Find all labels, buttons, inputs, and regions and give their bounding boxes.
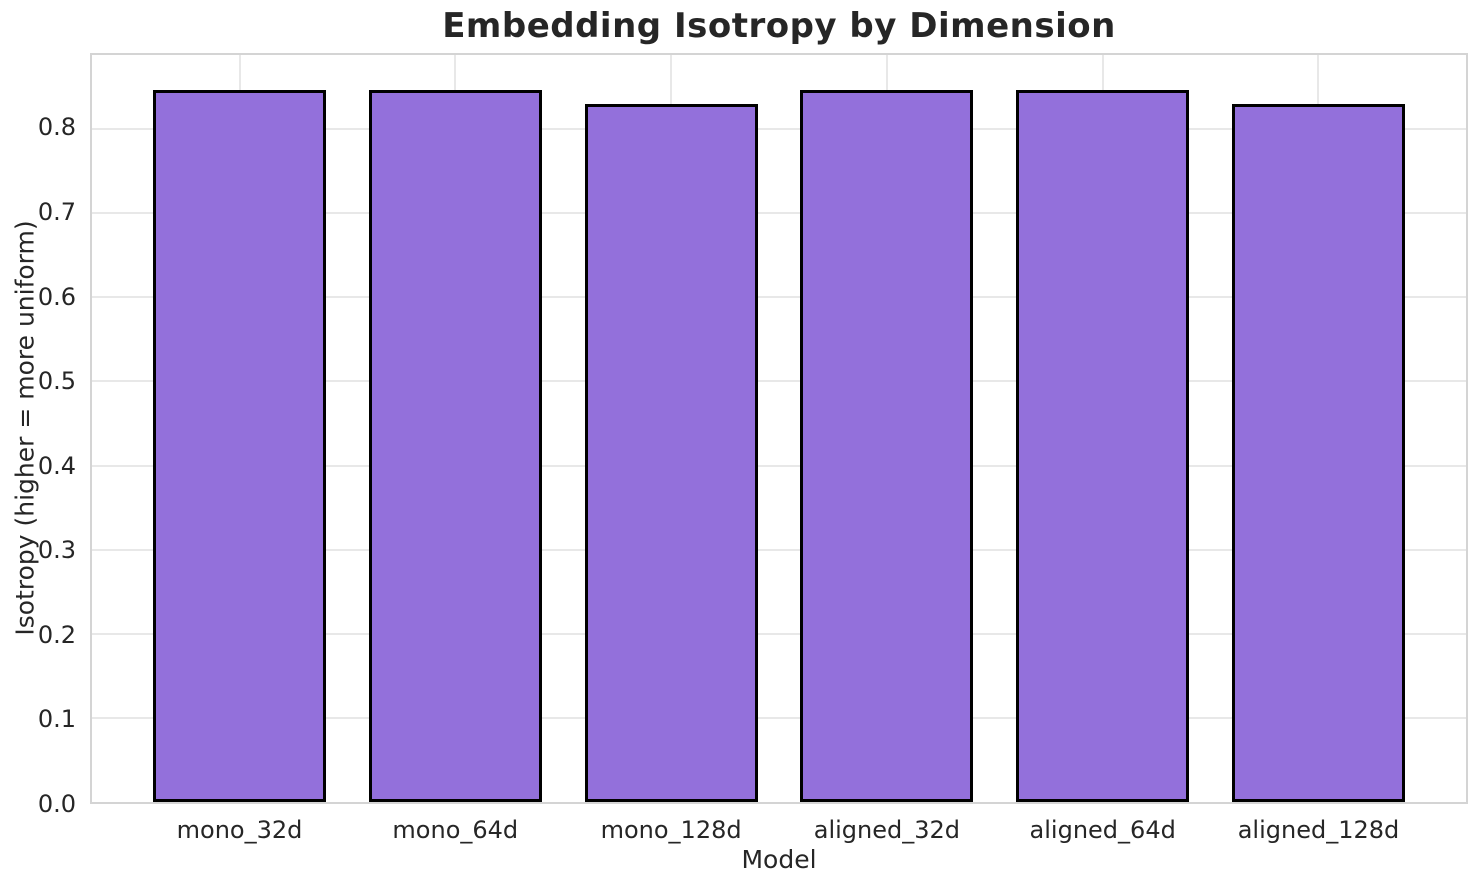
y-tick-label-0.8: 0.8 [37,113,76,142]
y-tick-label-0.3: 0.3 [37,536,76,565]
x-tick-label-mono_32d: mono_32d [176,816,303,844]
gridline-y-0.3 [92,548,1466,551]
bar-slot-mono_32d: mono_32d [153,55,326,844]
bar-mono_128d [584,103,758,802]
plot-area: mono_32d mono_64d mono_128d aligned_32d alig… [90,53,1468,844]
y-tick-label-0.0: 0.0 [37,790,76,818]
bar-aligned_32d [800,90,974,802]
y-tick-label-0.5: 0.5 [37,367,76,396]
bar-mono_32d [153,90,326,802]
x-tick-label-mono_128d: mono_128d [600,816,742,844]
bar-slot-mono_64d: mono_64d [368,55,542,844]
y-tick-label-0.2: 0.2 [37,620,76,649]
y-tick-label-0.6: 0.6 [37,282,76,311]
y-tick-label-0.4: 0.4 [37,451,76,480]
bar-slots: mono_32d mono_64d mono_128d aligned_32d alig… [92,55,1466,844]
gridline-y-0.4 [92,464,1466,467]
gridline-y-0.7 [92,212,1466,215]
x-tick-label-mono_64d: mono_64d [392,816,519,844]
bar-aligned_64d [1016,89,1190,802]
bar-aligned_128d [1231,103,1405,802]
y-tick-label-0.1: 0.1 [37,705,76,734]
y-tick-label-0.7: 0.7 [37,197,76,226]
gridline-y-0.6 [92,296,1466,299]
gridline-y-0.1 [92,716,1466,719]
bar-slot-aligned_128d: aligned_128d [1231,55,1405,844]
bar-slot-aligned_32d: aligned_32d [800,55,974,844]
x-tick-label-aligned_128d: aligned_128d [1237,816,1400,844]
bar-slot-aligned_64d: aligned_64d [1016,55,1190,844]
gridline-y-0.2 [92,632,1466,635]
gridline-y-0.5 [92,380,1466,383]
x-tick-label-aligned_64d: aligned_64d [1029,816,1176,844]
x-axis-label: Model [741,845,817,874]
x-tick-label-aligned_32d: aligned_32d [813,816,961,844]
gridline-y-0.8 [92,128,1466,131]
chart-title: Embedding Isotropy by Dimension [442,6,1116,46]
bar-mono_64d [368,90,542,802]
bar-slot-mono_128d: mono_128d [584,55,758,844]
